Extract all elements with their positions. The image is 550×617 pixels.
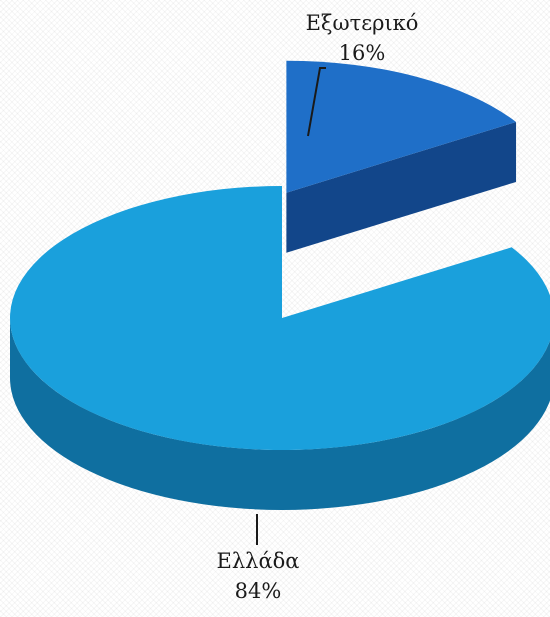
label-abroad: Εξωτερικό bbox=[306, 11, 419, 35]
slice-abroad-face bbox=[286, 121, 517, 253]
data-labels: Εξωτερικό 16% Ελλάδα 84% bbox=[217, 11, 419, 603]
label-greece: Ελλάδα bbox=[217, 549, 300, 573]
leader-lines bbox=[256, 67, 326, 545]
slice-abroad bbox=[286, 60, 517, 193]
slice-greece-side bbox=[10, 318, 550, 510]
value-label-greece: 84% bbox=[235, 579, 282, 603]
pie-slices bbox=[10, 60, 550, 510]
value-label-abroad: 16% bbox=[339, 41, 386, 65]
leader-line-abroad bbox=[307, 67, 326, 137]
slice-greece bbox=[10, 186, 550, 450]
